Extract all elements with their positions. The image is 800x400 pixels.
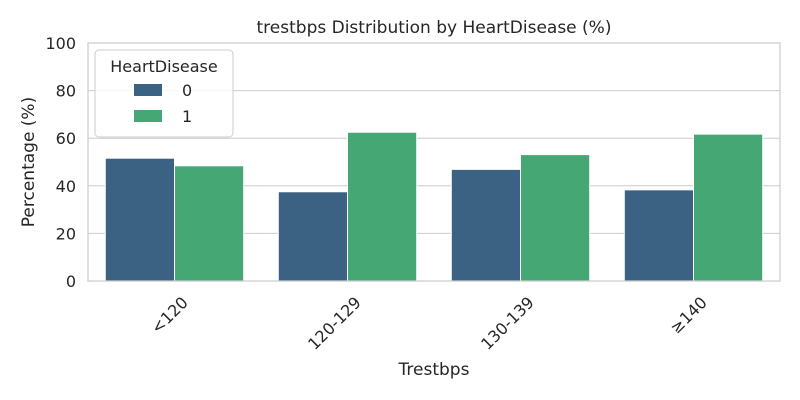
legend-label-1: 1	[182, 107, 192, 126]
bar-series-0-3	[623, 189, 694, 282]
legend-swatch-1	[134, 110, 162, 122]
y-tick-label: 0	[66, 272, 76, 291]
legend-title: HeartDisease	[110, 57, 217, 76]
chart-title: trestbps Distribution by HeartDisease (%…	[257, 18, 612, 38]
bar-series-1-0	[174, 165, 245, 282]
y-tick-label: 80	[56, 82, 76, 101]
plot-frame	[87, 42, 781, 282]
bar-series-1-3	[693, 133, 764, 282]
x-axis-title: Trestbps	[398, 360, 470, 380]
bar-series-0-2	[450, 168, 521, 282]
legend-box	[94, 49, 234, 138]
bar-series-0-1	[277, 191, 348, 282]
y-tick-label: 100	[45, 34, 76, 53]
y-tick-label: 60	[56, 129, 76, 148]
bars	[104, 131, 764, 282]
legend-label-0: 0	[182, 81, 192, 100]
y-tick-label: 40	[56, 177, 76, 196]
bar-series-1-2	[520, 154, 591, 282]
bar-series-0-0	[104, 157, 175, 282]
legend-swatch-0	[134, 84, 162, 96]
bar-series-1-1	[347, 131, 418, 282]
legend-items: 01	[134, 81, 192, 126]
y-tick-labels: 0 20 40 60 80 100	[45, 34, 76, 291]
legend: HeartDisease 01	[94, 49, 234, 138]
y-tick-label: 20	[56, 224, 76, 243]
y-axis-title: Percentage (%)	[19, 97, 39, 227]
